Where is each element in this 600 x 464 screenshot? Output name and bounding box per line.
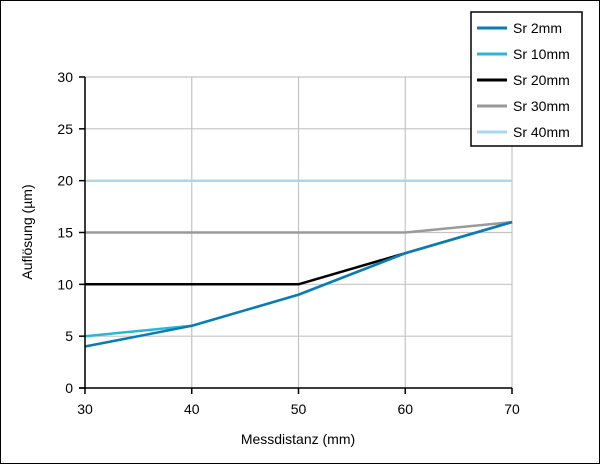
x-tick-label-3: 60 (397, 401, 413, 417)
y-tick-label-6: 30 (57, 69, 73, 85)
x-tick-label-0: 30 (77, 401, 93, 417)
series-lines (84, 179, 513, 348)
tick-labels: 0 5 10 15 20 25 30 30 40 50 60 70 (57, 69, 520, 417)
legend-box (470, 11, 583, 147)
legend: Sr 2mm Sr 10mm Sr 20mm Sr 30mm Sr 40mm (470, 11, 583, 147)
axes (79, 76, 513, 394)
legend-label-4: Sr 40mm (513, 124, 570, 140)
y-tick-label-2: 10 (57, 276, 73, 292)
series-line-3 (85, 220, 513, 234)
x-tick-label-2: 50 (291, 401, 307, 417)
legend-label-1: Sr 10mm (513, 46, 570, 62)
x-tick-label-4: 70 (504, 401, 520, 417)
legend-label-0: Sr 2mm (513, 20, 562, 36)
y-axis-label: Auflösung (µm) (19, 184, 35, 279)
y-tick-label-5: 25 (57, 121, 73, 137)
y-tick-label-3: 15 (57, 225, 73, 241)
legend-label-2: Sr 20mm (513, 72, 570, 88)
x-axis-label: Messdistanz (mm) (241, 431, 355, 447)
x-tick-label-1: 40 (184, 401, 200, 417)
y-tick-label-0: 0 (65, 380, 73, 396)
series-line-0 (84, 220, 513, 348)
legend-label-3: Sr 30mm (513, 98, 570, 114)
y-tick-label-4: 20 (57, 173, 73, 189)
y-tick-label-1: 5 (65, 328, 73, 344)
